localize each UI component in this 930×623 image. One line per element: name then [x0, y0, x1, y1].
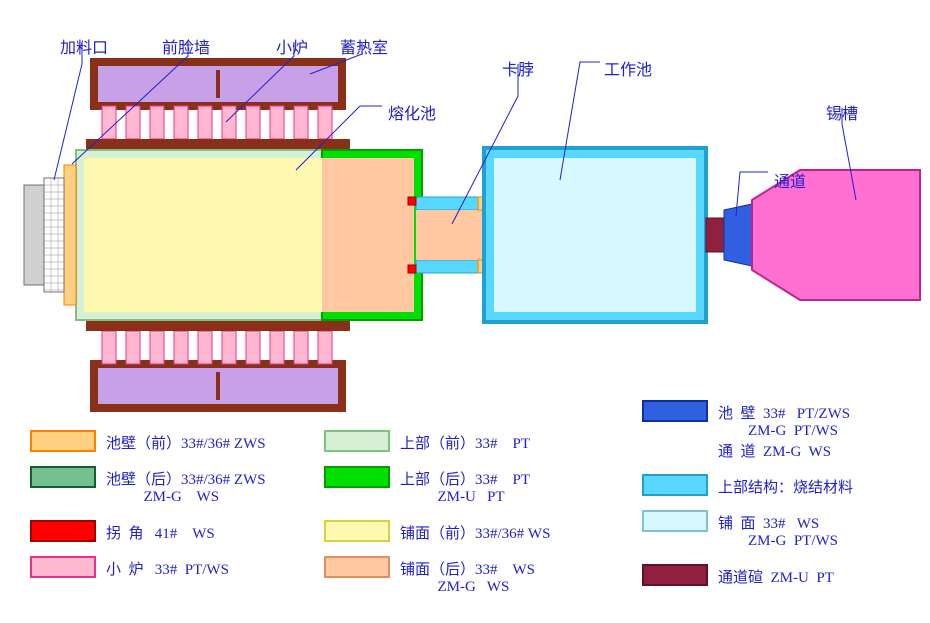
legend-swatch	[30, 466, 96, 488]
legend-text: 通道碹 ZM-U PT	[718, 566, 834, 587]
legend-swatch	[324, 520, 390, 542]
legend-swatch	[324, 466, 390, 488]
callout-label: 加料口	[60, 34, 108, 58]
legend-text: 铺面（后）33# WS ZM-G WS	[400, 558, 535, 596]
legend-text: 小 炉 33# PT/WS	[106, 558, 229, 579]
legend-swatch	[30, 430, 96, 452]
legend-swatch	[324, 556, 390, 578]
callout-label: 卡脖	[502, 56, 534, 80]
legend-text: 上部（前）33# PT	[400, 432, 530, 453]
legend-text: 池壁（后）33#/36# ZWS ZM-G WS	[106, 468, 266, 506]
callout-label: 锡槽	[826, 100, 858, 124]
legend-swatch	[642, 400, 708, 422]
callout-label: 前脸墙	[162, 34, 210, 58]
legend-swatch	[642, 474, 708, 496]
legend-swatch	[642, 564, 708, 586]
legend-swatch	[30, 556, 96, 578]
legend-text: 上部结构：烧结材料	[718, 476, 853, 497]
callout-label: 蓄热室	[340, 34, 388, 58]
legend-text: 铺 面 33# WS ZM-G PT/WS	[718, 512, 838, 550]
legend-swatch	[324, 430, 390, 452]
callout-label: 通道	[774, 168, 806, 192]
callout-label: 工作池	[604, 56, 652, 80]
legend-swatch	[30, 520, 96, 542]
legend-swatch	[642, 510, 708, 532]
callout-label: 小炉	[276, 34, 308, 58]
legend-text: 上部（后）33# PT ZM-U PT	[400, 468, 530, 506]
legend-text: 池壁（前）33#/36# ZWS	[106, 432, 266, 453]
legend-text: 池 壁 33# PT/ZWS ZM-G PT/WS 通 道 ZM-G WS	[718, 402, 850, 461]
callout-label: 熔化池	[388, 100, 436, 124]
legend-text: 铺面（前）33#/36# WS	[400, 522, 550, 543]
legend-text: 拐 角 41# WS	[106, 522, 215, 543]
